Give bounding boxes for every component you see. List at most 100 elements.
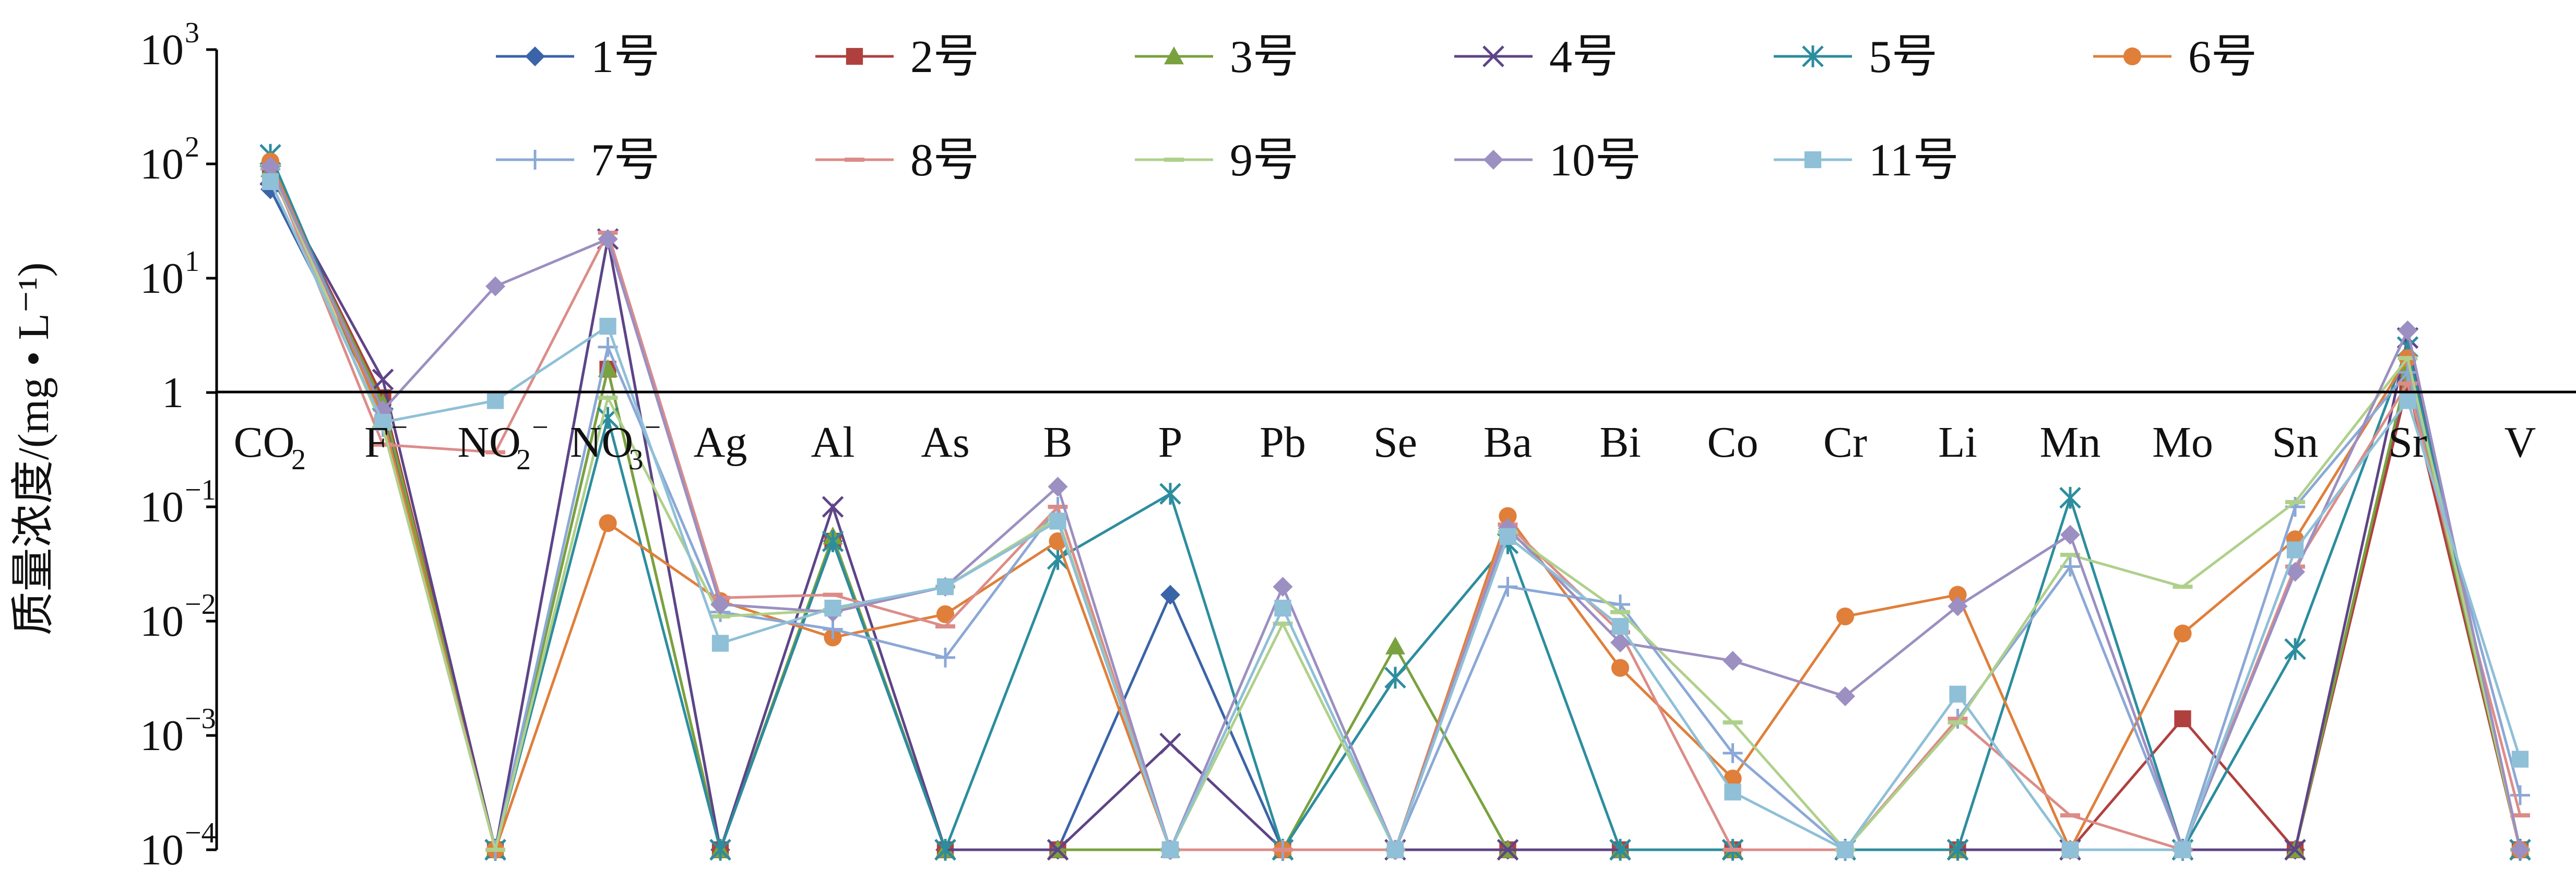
data-point-s5-5 (709, 839, 731, 861)
y-tick-label-7: 10 (140, 711, 184, 760)
series-3 (260, 159, 2530, 858)
data-point-s8-17 (2060, 813, 2080, 818)
svg-text:Al: Al (811, 418, 855, 467)
svg-text:Ag: Ag (694, 418, 747, 467)
data-point-s10-15 (1835, 686, 1855, 707)
data-point-s5-13 (1609, 839, 1631, 861)
svg-text:2: 2 (291, 444, 306, 476)
x-tick-label-3: NO2− (457, 411, 548, 476)
legend-marker-4 (1482, 45, 1504, 67)
data-point-s8-3 (485, 450, 505, 455)
data-point-s11-19 (2286, 541, 2304, 559)
data-point-s8-2 (373, 442, 393, 447)
data-point-s9-18 (2173, 585, 2193, 589)
data-point-s11-18 (2174, 841, 2191, 859)
data-point-s10-3 (485, 276, 505, 296)
data-point-s10-8 (1048, 477, 1068, 497)
x-tick-label-14: Co (1707, 418, 1758, 467)
data-point-s9-13 (1610, 610, 1630, 614)
svg-text:Ba: Ba (1483, 418, 1532, 467)
legend-marker-9 (1164, 158, 1184, 162)
legend-label-10: 10号 (1549, 135, 1641, 186)
legend-marker-11 (1804, 151, 1822, 169)
svg-text:NO: NO (457, 418, 520, 467)
series-line-3 (269, 168, 2522, 854)
series-line-6 (269, 161, 2522, 854)
data-point-s5-6 (822, 530, 844, 552)
legend-label-4: 4号 (1549, 32, 1618, 82)
axes (215, 50, 2576, 850)
data-point-s9-19 (2285, 500, 2305, 504)
series-layer (259, 144, 2531, 861)
svg-text:NO: NO (570, 418, 633, 467)
data-point-s8-14 (1723, 848, 1743, 852)
data-point-s8-20 (2397, 381, 2418, 386)
x-tick-label-12: Ba (1483, 418, 1532, 467)
data-point-s11-14 (1724, 783, 1741, 801)
data-point-s7-12 (1498, 577, 1518, 597)
data-point-s6-15 (1836, 607, 1855, 626)
series-4 (259, 164, 2531, 861)
data-point-s6-16 (1949, 586, 1967, 604)
x-tick-label-6: Al (811, 418, 855, 467)
svg-text:Co: Co (1707, 418, 1758, 467)
data-point-s7-14 (1723, 743, 1743, 763)
data-point-s6-18 (2174, 624, 2192, 643)
svg-text:V: V (2504, 418, 2536, 467)
data-point-s9-3 (485, 848, 505, 852)
data-point-s7-20 (2397, 362, 2418, 383)
data-point-s6-7 (936, 605, 955, 623)
data-point-s4-19 (2284, 839, 2306, 861)
svg-text:Sr: Sr (2388, 418, 2427, 467)
data-point-s11-10 (1274, 599, 1291, 617)
series-5 (259, 144, 2531, 861)
data-point-s5-16 (1946, 839, 1969, 861)
svg-text:−: − (391, 411, 408, 444)
x-tick-label-18: Mo (2152, 418, 2213, 467)
data-point-s11-7 (936, 578, 954, 596)
data-point-s10-1 (260, 156, 280, 176)
y-axis-label: 质量浓度/(mg • L⁻¹) (9, 263, 58, 636)
legend-label-3: 3号 (1230, 32, 1299, 82)
data-point-s5-19 (2284, 638, 2306, 660)
data-point-s11-2 (374, 413, 391, 431)
legend-item-1: 1号 (496, 32, 660, 82)
data-point-s4-9 (1159, 732, 1181, 755)
y-tick-label-2: 10 (140, 140, 184, 188)
data-point-s1-9 (1160, 585, 1180, 605)
svg-text:3: 3 (629, 444, 644, 476)
y-tick-label-8: 10 (140, 826, 184, 874)
data-point-s6-12 (1499, 507, 1517, 525)
legend-label-7: 7号 (591, 135, 660, 186)
data-point-s5-11 (1384, 667, 1406, 689)
svg-text:F: F (364, 418, 389, 467)
y-tick-label-4: 1 (162, 369, 184, 417)
legend-marker-10 (1483, 150, 1503, 170)
svg-text:Mo: Mo (2152, 418, 2213, 467)
data-point-s9-14 (1723, 720, 1743, 725)
x-tick-label-17: Mn (2040, 418, 2101, 467)
series-line-4 (269, 174, 2522, 851)
y-tick-exponent-6: −2 (185, 588, 216, 621)
legend: 1号 2号 3号 4号 5号 6号 7号 8号 9号 10号 11号 (496, 32, 2257, 186)
data-point-s11-21 (2511, 751, 2529, 768)
data-point-s11-11 (1386, 841, 1404, 859)
data-point-s9-16 (1948, 720, 1968, 725)
legend-label-6: 6号 (2188, 32, 2257, 82)
data-point-s8-10 (1273, 848, 1293, 852)
data-point-s5-7 (934, 839, 956, 861)
svg-text:Sn: Sn (2272, 418, 2319, 467)
legend-item-8: 8号 (815, 135, 979, 186)
legend-marker-2 (846, 47, 863, 65)
x-tick-labels: CO2 F − NO2− NO3− Ag Al As B P Pb Se Ba Bi Co Cr Li Mn Mo S… (234, 411, 2536, 476)
legend-marker-7 (525, 150, 545, 170)
data-point-s5-8 (1047, 548, 1069, 570)
data-point-s11-8 (1049, 513, 1066, 530)
svg-text:2: 2 (516, 444, 531, 476)
x-tick-label-7: As (921, 418, 969, 467)
x-tick-label-1: CO2 (234, 418, 306, 476)
legend-item-6: 6号 (2093, 32, 2257, 82)
data-point-s5-9 (1159, 483, 1181, 505)
data-point-s3-11 (1385, 636, 1405, 655)
series-line-5 (269, 154, 2522, 855)
